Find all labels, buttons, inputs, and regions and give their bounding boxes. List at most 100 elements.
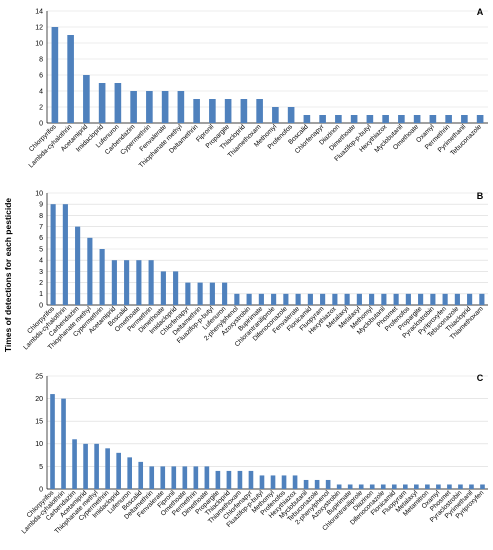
bar (72, 439, 77, 489)
bar (193, 466, 199, 489)
y-tick-label: 2 (39, 280, 43, 287)
y-tick-label: 10 (35, 441, 43, 448)
bar (295, 293, 301, 305)
bar (148, 260, 154, 305)
y-tick-label: 12 (35, 24, 43, 31)
bar (51, 27, 59, 123)
bar (193, 99, 200, 123)
bar (292, 475, 298, 489)
bar (382, 115, 389, 123)
bar (209, 282, 215, 305)
bar (461, 115, 468, 123)
bar (111, 260, 117, 305)
y-tick-label: 6 (39, 72, 43, 79)
bar (303, 479, 309, 489)
bar (127, 457, 132, 489)
bar (398, 115, 405, 123)
bar (160, 466, 166, 489)
bar (287, 107, 295, 123)
bar (67, 35, 74, 123)
bar (479, 293, 485, 305)
bar (215, 470, 221, 489)
bar (130, 91, 137, 123)
bar (344, 293, 350, 305)
bar (307, 293, 313, 305)
bar (234, 293, 240, 305)
bar (146, 91, 153, 123)
y-tick-label: 10 (35, 40, 43, 47)
bar (272, 107, 279, 123)
y-axis-label: Times of detections for each pesticide (3, 198, 13, 353)
bar (467, 293, 473, 305)
y-tick-label: 3 (39, 269, 43, 276)
bar (161, 91, 169, 123)
y-tick-label: 7 (39, 224, 43, 231)
bar (98, 83, 106, 123)
y-tick-label: 5 (39, 246, 43, 253)
bar (442, 293, 448, 305)
bar (99, 249, 105, 305)
y-tick-label: 4 (39, 88, 43, 95)
bar (237, 470, 243, 489)
y-tick-label: 15 (35, 419, 43, 426)
bar (393, 293, 399, 305)
y-tick-label: 20 (35, 396, 43, 403)
bar (160, 271, 166, 305)
bar (61, 398, 66, 489)
bar (369, 293, 375, 305)
bar (314, 479, 320, 489)
bar (105, 448, 110, 489)
bar (325, 479, 331, 489)
y-tick-label: 6 (39, 235, 43, 242)
bar (283, 293, 289, 305)
bar (405, 293, 411, 305)
y-tick-label: 25 (35, 373, 43, 380)
bar (209, 99, 216, 123)
bar (320, 293, 326, 305)
bar (347, 484, 353, 489)
chart-panel-c: 0510152025ChlorpyrifosLambda-cyhalothrin… (21, 373, 488, 535)
bar (303, 115, 311, 123)
bar (350, 115, 358, 123)
bar (83, 75, 90, 123)
bar (114, 83, 122, 123)
y-tick-label: 9 (39, 202, 43, 209)
bar (358, 484, 364, 489)
y-tick-label: 5 (39, 464, 43, 471)
bar (171, 466, 177, 489)
y-tick-label: 8 (39, 213, 43, 220)
panels: 02468101214ChlorpyrifosLambda-cyhalothri… (21, 7, 488, 535)
panel-label: C (477, 373, 484, 383)
bar (391, 484, 397, 489)
bar (87, 237, 93, 305)
bar (256, 99, 263, 123)
bar (332, 293, 338, 305)
bar (458, 484, 463, 489)
bar (136, 260, 142, 305)
bar (445, 115, 452, 123)
bar (403, 484, 408, 489)
bar (259, 475, 265, 489)
bar (429, 115, 437, 123)
bar (447, 484, 452, 489)
bar (281, 475, 287, 489)
bar (336, 484, 342, 489)
bar (480, 484, 485, 489)
bar (177, 91, 185, 123)
bar (226, 470, 232, 489)
y-tick-label: 4 (39, 258, 43, 265)
bar (271, 293, 277, 305)
bar (50, 204, 56, 305)
bar (418, 293, 424, 305)
bar (204, 466, 210, 489)
y-tick-label: 1 (39, 291, 43, 298)
bar (83, 443, 88, 489)
bar (366, 115, 374, 123)
chart-panel-b: 012345678910ChlorpyrifosLambda-cyhalothr… (22, 190, 488, 351)
chart-panel-a: 02468101214ChlorpyrifosLambda-cyhalothri… (28, 7, 488, 169)
bar (224, 99, 232, 123)
bar (173, 271, 179, 305)
bar (197, 282, 203, 305)
y-tick-label: 0 (39, 302, 43, 309)
